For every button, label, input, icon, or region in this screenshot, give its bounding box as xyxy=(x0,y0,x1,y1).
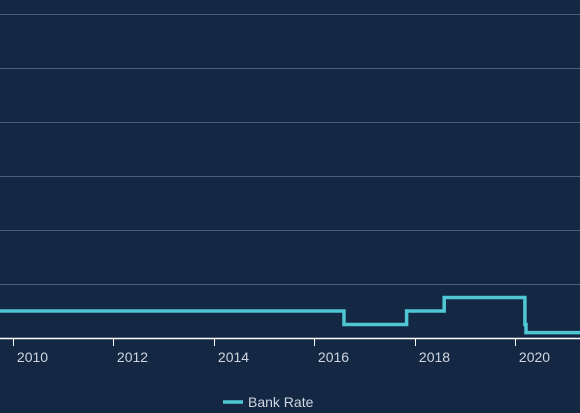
x-tick-label: 2014 xyxy=(218,349,249,365)
x-tick-label: 2012 xyxy=(117,349,148,365)
x-axis: 2010 2012 2014 2016 2018 2020 xyxy=(0,337,580,365)
x-tick-label: 2018 xyxy=(419,349,450,365)
series-line-bank-rate xyxy=(0,295,580,335)
x-tick-label: 2016 xyxy=(318,349,349,365)
x-tick-label: 2020 xyxy=(519,349,550,365)
legend: Bank Rate xyxy=(223,394,314,410)
legend-label-bank-rate: Bank Rate xyxy=(248,394,314,410)
x-tick-label: 2010 xyxy=(17,349,48,365)
series-lines xyxy=(0,295,580,335)
gridlines xyxy=(0,14,580,285)
